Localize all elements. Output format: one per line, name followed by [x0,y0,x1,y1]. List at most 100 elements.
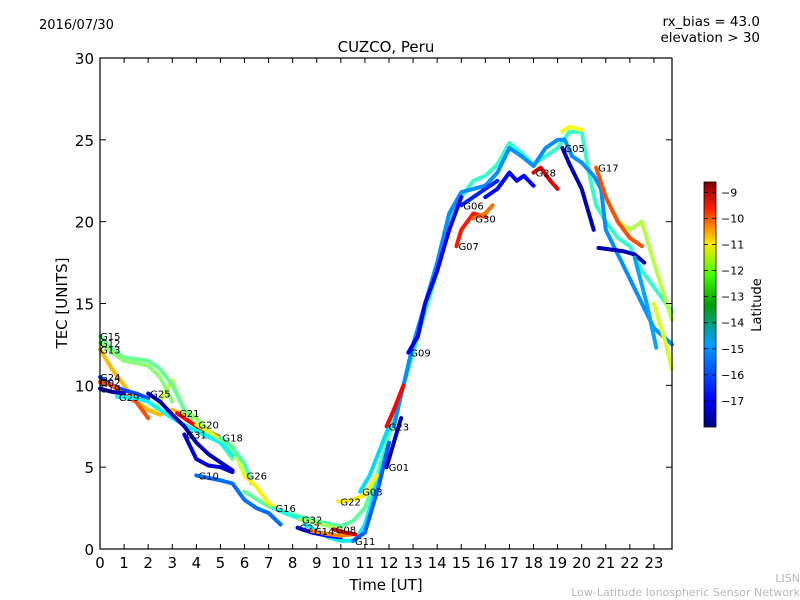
series-band-d [596,245,647,265]
series-band-e [615,219,674,322]
x-tick-label: 12 [379,554,398,572]
chart-meta: rx_bias = 43.0 elevation > 30 [660,14,760,46]
y-tick-label: 10 [75,377,94,395]
x-tick-label: 0 [95,554,105,572]
label-g11: G11 [355,537,375,548]
x-tick-label: 4 [192,554,202,572]
x-tick-label: 10 [331,554,350,572]
elevation-label: elevation > 30 [660,30,760,46]
x-axis: 0 1 2 3 4 5 6 7 8 9 10 11 12 13 14 15 16 17 18 19 20 21 22 23 [95,58,663,572]
series-g05 [560,146,596,232]
series-band-c [483,170,536,200]
series-g31 [182,432,235,475]
colorbar-tick-label: −12 [721,265,744,278]
y-tick-label: 30 [75,50,94,68]
label-g17: G17 [598,164,618,175]
series-g11 [350,440,391,543]
footer-org-short: LISN [775,572,800,585]
x-tick-label: 3 [167,554,177,572]
label-g08: G08 [336,525,356,536]
series-g30 [471,203,495,221]
series-g18 [218,435,254,486]
x-tick-label: 7 [264,554,274,572]
x-tick-label: 23 [644,554,663,572]
label-g01: G01 [389,463,409,474]
footer-org-long: Low-Latitude Ionospheric Sensor Network [571,586,800,599]
x-tick-label: 22 [620,554,639,572]
series-g08 [331,527,358,537]
date-label: 2016/07/30 [39,18,114,33]
x-tick-label: 9 [312,554,322,572]
series-band-f [560,124,584,134]
y-tick-label: 20 [75,214,94,232]
x-tick-label: 20 [572,554,591,572]
x-tick-label: 5 [216,554,226,572]
series-g17 [594,165,644,249]
label-g06: G06 [463,201,483,212]
x-tick-label: 18 [524,554,543,572]
x-axis-label: Time [UT] [348,576,422,594]
x-tick-label: 14 [428,554,447,572]
x-tick-label: 11 [355,554,374,572]
colorbar: −9 −10 −11 −12 −13 −14 −15 −16 −17 Latitude [703,181,765,428]
y-tick-label: 5 [84,459,94,477]
series-g03 [358,424,391,494]
label-g10: G10 [198,471,218,482]
series-g14 [309,529,355,538]
footer: LISN Low-Latitude Ionospheric Sensor Net… [571,572,800,600]
series-g29 [114,394,235,458]
label-g02: G02 [100,378,120,389]
label-g26: G26 [247,471,267,482]
series-g01 [384,416,404,470]
label-g20: G20 [198,421,218,432]
x-tick-label: 2 [143,554,153,572]
series-g10 [194,473,283,527]
colorbar-tick-label: −17 [721,395,744,408]
label-g32: G32 [302,516,322,527]
series-layer [98,124,674,543]
x-tick-label: 16 [476,554,495,572]
y-tick-label: 0 [84,541,94,559]
x-tick-label: 17 [500,554,519,572]
label-g05: G05 [564,144,584,155]
series-g28 [531,165,560,191]
label-g30: G30 [475,214,495,225]
colorbar-tick-label: −9 [721,186,737,199]
y-tick-label: 25 [75,132,94,150]
x-tick-label: 19 [548,554,567,572]
label-g18: G18 [222,434,242,445]
label-g27: G27 [299,524,319,535]
series-g19 [98,386,127,396]
label-g29: G29 [119,393,139,404]
colorbar-tick-label: −13 [721,291,744,304]
colorbar-gradient [703,181,717,428]
label-g15: G15 [100,332,120,343]
chart-title: CUZCO, Peru [337,38,435,56]
x-tick-label: 13 [404,554,423,572]
x-tick-label: 8 [288,554,298,572]
colorbar-ticks: −9 −10 −11 −12 −13 −14 −15 −16 −17 [704,186,744,408]
x-tick-label: 21 [596,554,615,572]
label-g09: G09 [410,349,430,360]
label-g16: G16 [275,504,295,515]
label-g24: G24 [100,373,120,384]
x-tick-label: 6 [240,554,250,572]
x-tick-label: 15 [452,554,471,572]
colorbar-tick-label: −10 [721,212,744,225]
series-band-b [391,137,674,429]
series-g25 [146,391,235,473]
colorbar-tick-label: −16 [721,369,744,382]
series-g06 [459,178,500,208]
label-g23: G23 [389,422,409,433]
label-g03: G03 [362,488,382,499]
label-g07: G07 [458,242,478,253]
series-band-h [651,301,674,371]
y-axis: 0 5 10 15 20 25 30 [75,50,672,559]
series-g22 [336,473,379,504]
series-g12 [98,340,175,404]
rx-bias-label: rx_bias = 43.0 [662,14,760,30]
label-g19: G19 [100,385,120,396]
colorbar-tick-label: −11 [721,239,744,252]
